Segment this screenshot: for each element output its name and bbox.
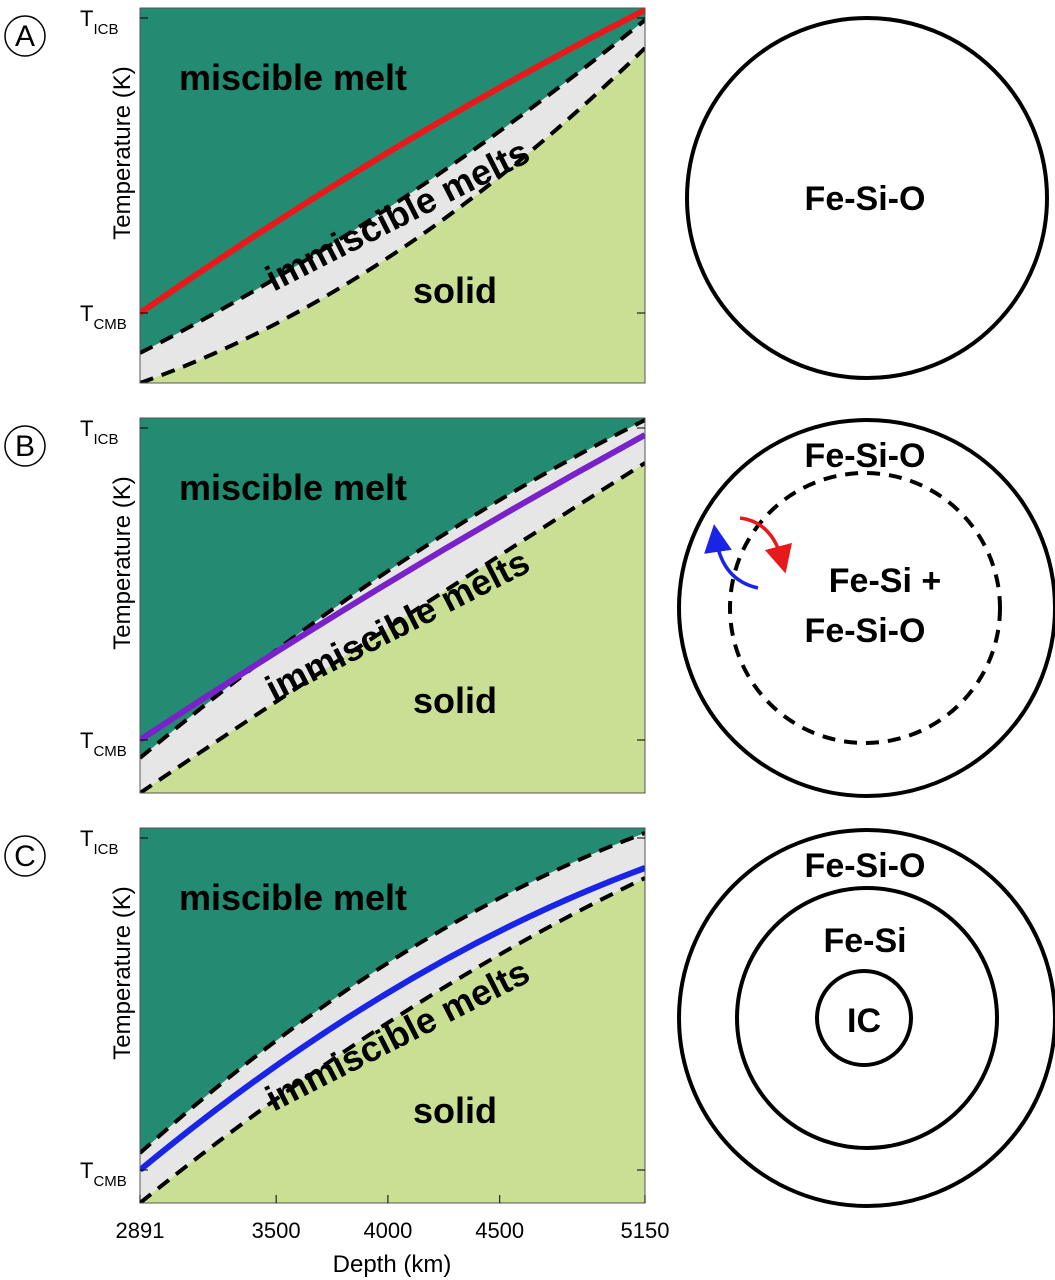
panel-letter-circle — [4, 835, 46, 877]
core-shell — [735, 886, 999, 1150]
lower-boundary — [140, 46, 645, 383]
core-label: Fe-Si-O — [805, 612, 926, 650]
y-tick-label: TICB — [80, 6, 118, 38]
lower-boundary — [140, 876, 645, 1203]
core-shell — [677, 418, 1055, 798]
y-tick-main: T — [80, 301, 93, 326]
x-tick-label: 5150 — [621, 1218, 670, 1243]
lower-boundary — [140, 461, 645, 793]
solid-region — [140, 878, 645, 1203]
plot — [140, 418, 645, 793]
y-axis-label: Temperature (K) — [109, 66, 136, 239]
y-axis-label: Temperature (K) — [109, 886, 136, 1059]
y-tick-sub: ICB — [93, 431, 118, 448]
panel-letter: B — [15, 430, 35, 463]
core-shell — [815, 969, 913, 1067]
y-tick-label: TCMB — [80, 301, 127, 333]
region-label: miscible melt — [179, 57, 407, 98]
region-label: solid — [413, 1090, 497, 1131]
core-temperature — [140, 8, 645, 316]
exchange-arrow — [739, 516, 792, 574]
y-tick-sub: CMB — [93, 1173, 126, 1190]
core-temperature — [140, 865, 645, 1173]
upper-boundary — [140, 831, 645, 1155]
upper-boundary — [140, 18, 645, 355]
plot — [140, 8, 645, 383]
core-shell — [677, 828, 1055, 1208]
x-axis-label: Depth (km) — [333, 1251, 452, 1278]
y-axis-label: Temperature (K) — [109, 476, 136, 649]
y-tick-sub: CMB — [93, 743, 126, 760]
y-tick-sub: ICB — [93, 21, 118, 38]
y-tick-label: TICB — [80, 416, 118, 448]
plot — [140, 828, 645, 1203]
y-tick-label: TCMB — [80, 728, 127, 760]
x-tick-label: 4000 — [363, 1218, 412, 1243]
region-label: solid — [413, 270, 497, 311]
core-label: Fe-Si-O — [805, 437, 926, 475]
core-label: Fe-Si + — [829, 562, 941, 600]
solid-region — [140, 48, 645, 383]
region-label: solid — [413, 680, 497, 721]
x-tick-label: 3500 — [252, 1218, 301, 1243]
core-shell — [685, 16, 1049, 380]
y-tick-main: T — [80, 728, 93, 753]
panel-letter-circle — [4, 15, 46, 57]
panel-letter-circle — [4, 425, 46, 467]
y-tick-main: T — [80, 826, 93, 851]
core-label: Fe-Si-O — [805, 180, 926, 218]
x-tick-label: 4500 — [475, 1218, 524, 1243]
core-shell — [728, 471, 1002, 745]
y-tick-main: T — [80, 1158, 93, 1183]
core-label: Fe-Si — [823, 922, 906, 960]
y-tick-sub: ICB — [93, 841, 118, 858]
y-tick-label: TCMB — [80, 1158, 127, 1190]
exchange-arrow — [704, 524, 759, 590]
region-label: miscible melt — [179, 467, 407, 508]
y-tick-sub: CMB — [93, 316, 126, 333]
upper-boundary — [140, 418, 645, 760]
region-label: miscible melt — [179, 877, 407, 918]
x-tick-label: 2891 — [116, 1218, 165, 1243]
core-label: IC — [847, 1002, 881, 1040]
plot-frame — [139, 827, 646, 1204]
plot-frame — [139, 417, 646, 794]
y-tick-main: T — [80, 6, 93, 31]
panel-letter: C — [14, 840, 36, 873]
core-label: Fe-Si-O — [805, 847, 926, 885]
y-tick-main: T — [80, 416, 93, 441]
plot-frame — [139, 7, 646, 384]
y-tick-label: TICB — [80, 826, 118, 858]
core-temperature — [140, 432, 645, 743]
panel-letter: A — [15, 20, 35, 53]
